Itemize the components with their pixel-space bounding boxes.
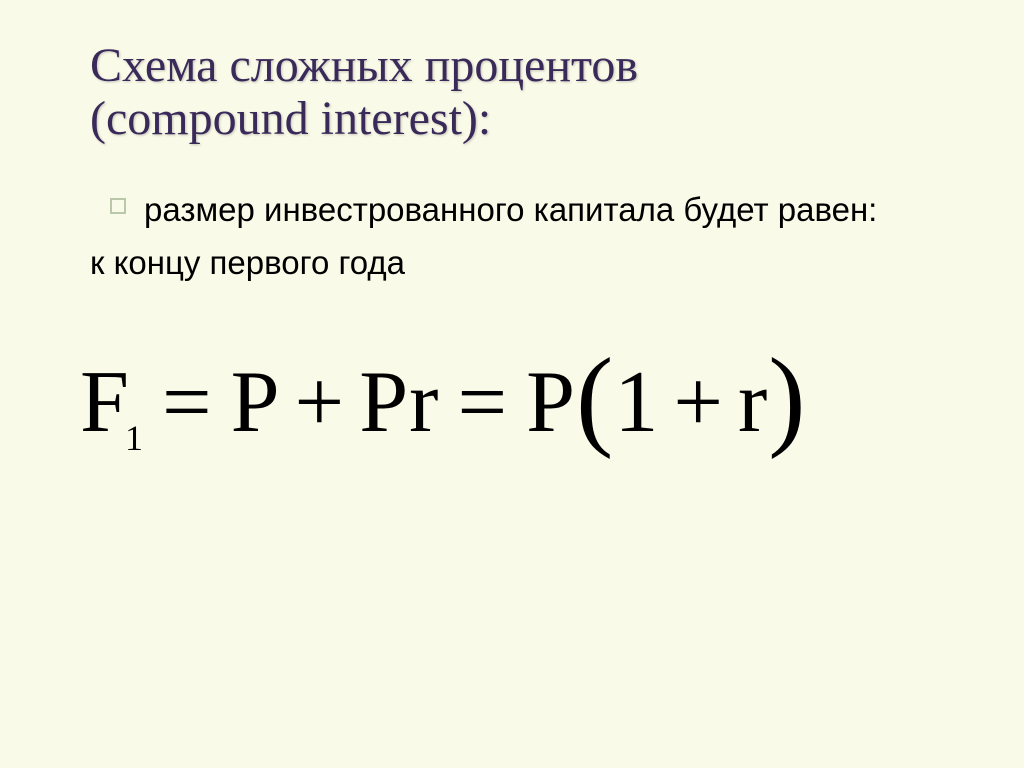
formula: F1 = P + Pr = P ( 1 + r ) [80, 352, 964, 453]
formula-eq1: = [162, 352, 213, 453]
formula-rparen: ) [768, 359, 806, 437]
formula-sub1: 1 [125, 417, 144, 459]
formula-eq2: = [457, 352, 508, 453]
formula-F: F1 [80, 352, 130, 453]
formula-P1: P [231, 352, 281, 453]
bullet-square-icon [110, 198, 126, 214]
formula-Pr: Pr [359, 352, 439, 453]
formula-one: 1 [614, 352, 659, 453]
formula-plus2: + [673, 352, 724, 453]
sub-text: к концу первого года [90, 244, 964, 282]
formula-plus1: + [295, 352, 346, 453]
title-line-1: Схема сложных процентов [90, 39, 638, 92]
slide: Схема сложных процентов (compound intere… [0, 0, 1024, 768]
bullet-item: размер инвестрованного капитала будет ра… [110, 188, 964, 233]
slide-title: Схема сложных процентов (compound intere… [90, 40, 964, 146]
formula-r: r [738, 352, 768, 453]
title-line-2: (compound interest): [90, 92, 491, 145]
formula-P2: P [526, 352, 576, 453]
formula-lparen: ( [576, 359, 614, 437]
bullet-text: размер инвестрованного капитала будет ра… [144, 188, 877, 233]
